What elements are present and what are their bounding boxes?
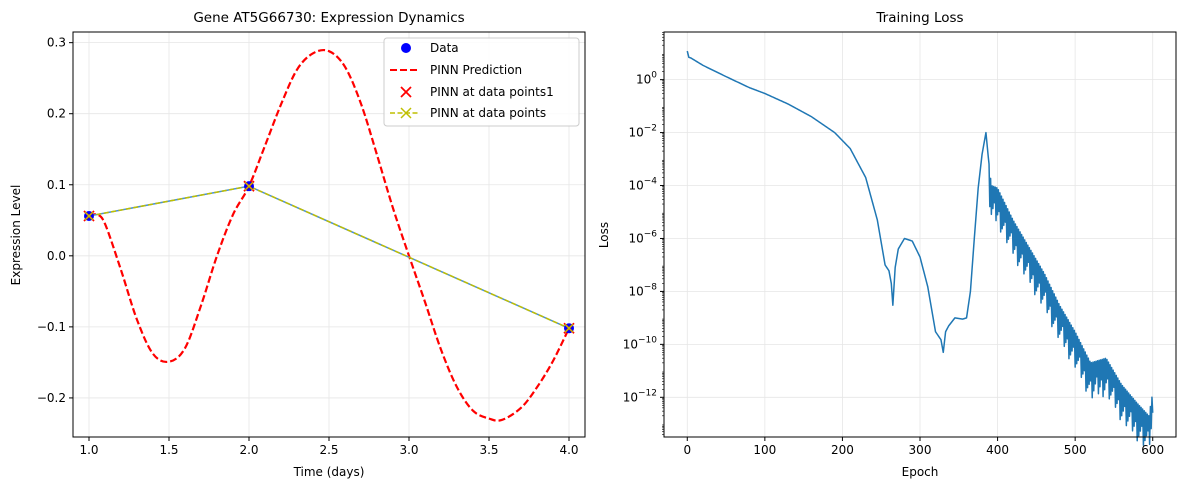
series-layer [83, 48, 575, 422]
loss-chart: 0 100 200 300 400 500 600 100 10−2 10−4 10−6 10−8 10… [597, 10, 1177, 479]
expression-chart: 1.0 1.5 2.0 2.5 3.0 3.5 4.0 −0.2 −0.1 0.0 0.1 0.2 0.… [9, 10, 586, 479]
legend-box [383, 37, 580, 127]
x-tick-label: 200 [831, 443, 854, 457]
x-tick-label: 2.5 [319, 443, 338, 457]
legend-label-pinn-points1: PINN at data points1 [430, 85, 554, 99]
y-tick-label: 100 [636, 71, 657, 87]
y-tick-label: 10−6 [628, 229, 657, 245]
legend-label-data: Data [430, 41, 459, 55]
y-axis-label: Loss [597, 222, 611, 248]
ticks: 1.0 1.5 2.0 2.5 3.0 3.5 4.0 −0.2 −0.1 0.0 0.1 0.2 0.… [37, 36, 579, 457]
pinn-point-marker-yellow [244, 181, 254, 191]
ticks: 0 100 200 300 400 500 600 100 10−2 10−4 10−6 10−8 10… [623, 32, 1164, 457]
y-tick-label: 0.3 [47, 36, 66, 50]
y-tick-label: 10−4 [628, 177, 657, 193]
x-tick-label: 0 [683, 443, 691, 457]
series-training-loss [686, 50, 1154, 447]
y-tick-label: 10−12 [623, 388, 657, 404]
y-tick-label: 0.2 [47, 107, 66, 121]
chart-title: Training Loss [875, 10, 963, 26]
x-tick-label: 3.0 [399, 443, 418, 457]
y-tick-label: 10−8 [628, 282, 657, 298]
y-tick-label: −0.1 [37, 320, 66, 334]
y-axis-label: Expression Level [9, 185, 23, 286]
x-tick-label: 1.5 [159, 443, 178, 457]
y-tick-label: 0.0 [47, 249, 66, 263]
gridlines [664, 32, 1176, 437]
legend-label-pinn-prediction: PINN Prediction [430, 63, 522, 77]
legend-label-pinn-points: PINN at data points [430, 106, 546, 120]
x-axis-label: Epoch [902, 465, 939, 479]
series-layer [686, 50, 1154, 447]
x-tick-label: 600 [1141, 443, 1164, 457]
series-pinn-at-data-points [88, 185, 570, 329]
x-axis-label: Time (days) [293, 465, 365, 479]
x-tick-label: 300 [909, 443, 932, 457]
y-tick-label: −0.2 [37, 391, 66, 405]
chart-title: Gene AT5G66730: Expression Dynamics [193, 10, 464, 26]
gridlines [73, 32, 585, 437]
legend: Data PINN Prediction PINN at data points… [383, 37, 580, 127]
x-tick-label: 3.5 [479, 443, 498, 457]
x-tick-label: 2.0 [239, 443, 258, 457]
x-tick-label: 1.0 [79, 443, 98, 457]
pinn-point-marker-yellow [84, 211, 94, 221]
pinn-point-marker-yellow [564, 323, 574, 333]
x-tick-label: 4.0 [559, 443, 578, 457]
x-tick-label: 400 [986, 443, 1009, 457]
series-pinn-prediction [88, 48, 570, 422]
legend-line-pinn-points [390, 107, 420, 119]
x-tick-label: 100 [753, 443, 776, 457]
y-tick-label: 10−10 [623, 335, 658, 351]
legend-marker-data [401, 43, 411, 53]
x-tick-label: 500 [1064, 443, 1087, 457]
y-tick-label: 10−2 [628, 124, 657, 140]
legend-marker-pinn-points1 [400, 86, 412, 98]
y-tick-label: 0.1 [47, 178, 66, 192]
